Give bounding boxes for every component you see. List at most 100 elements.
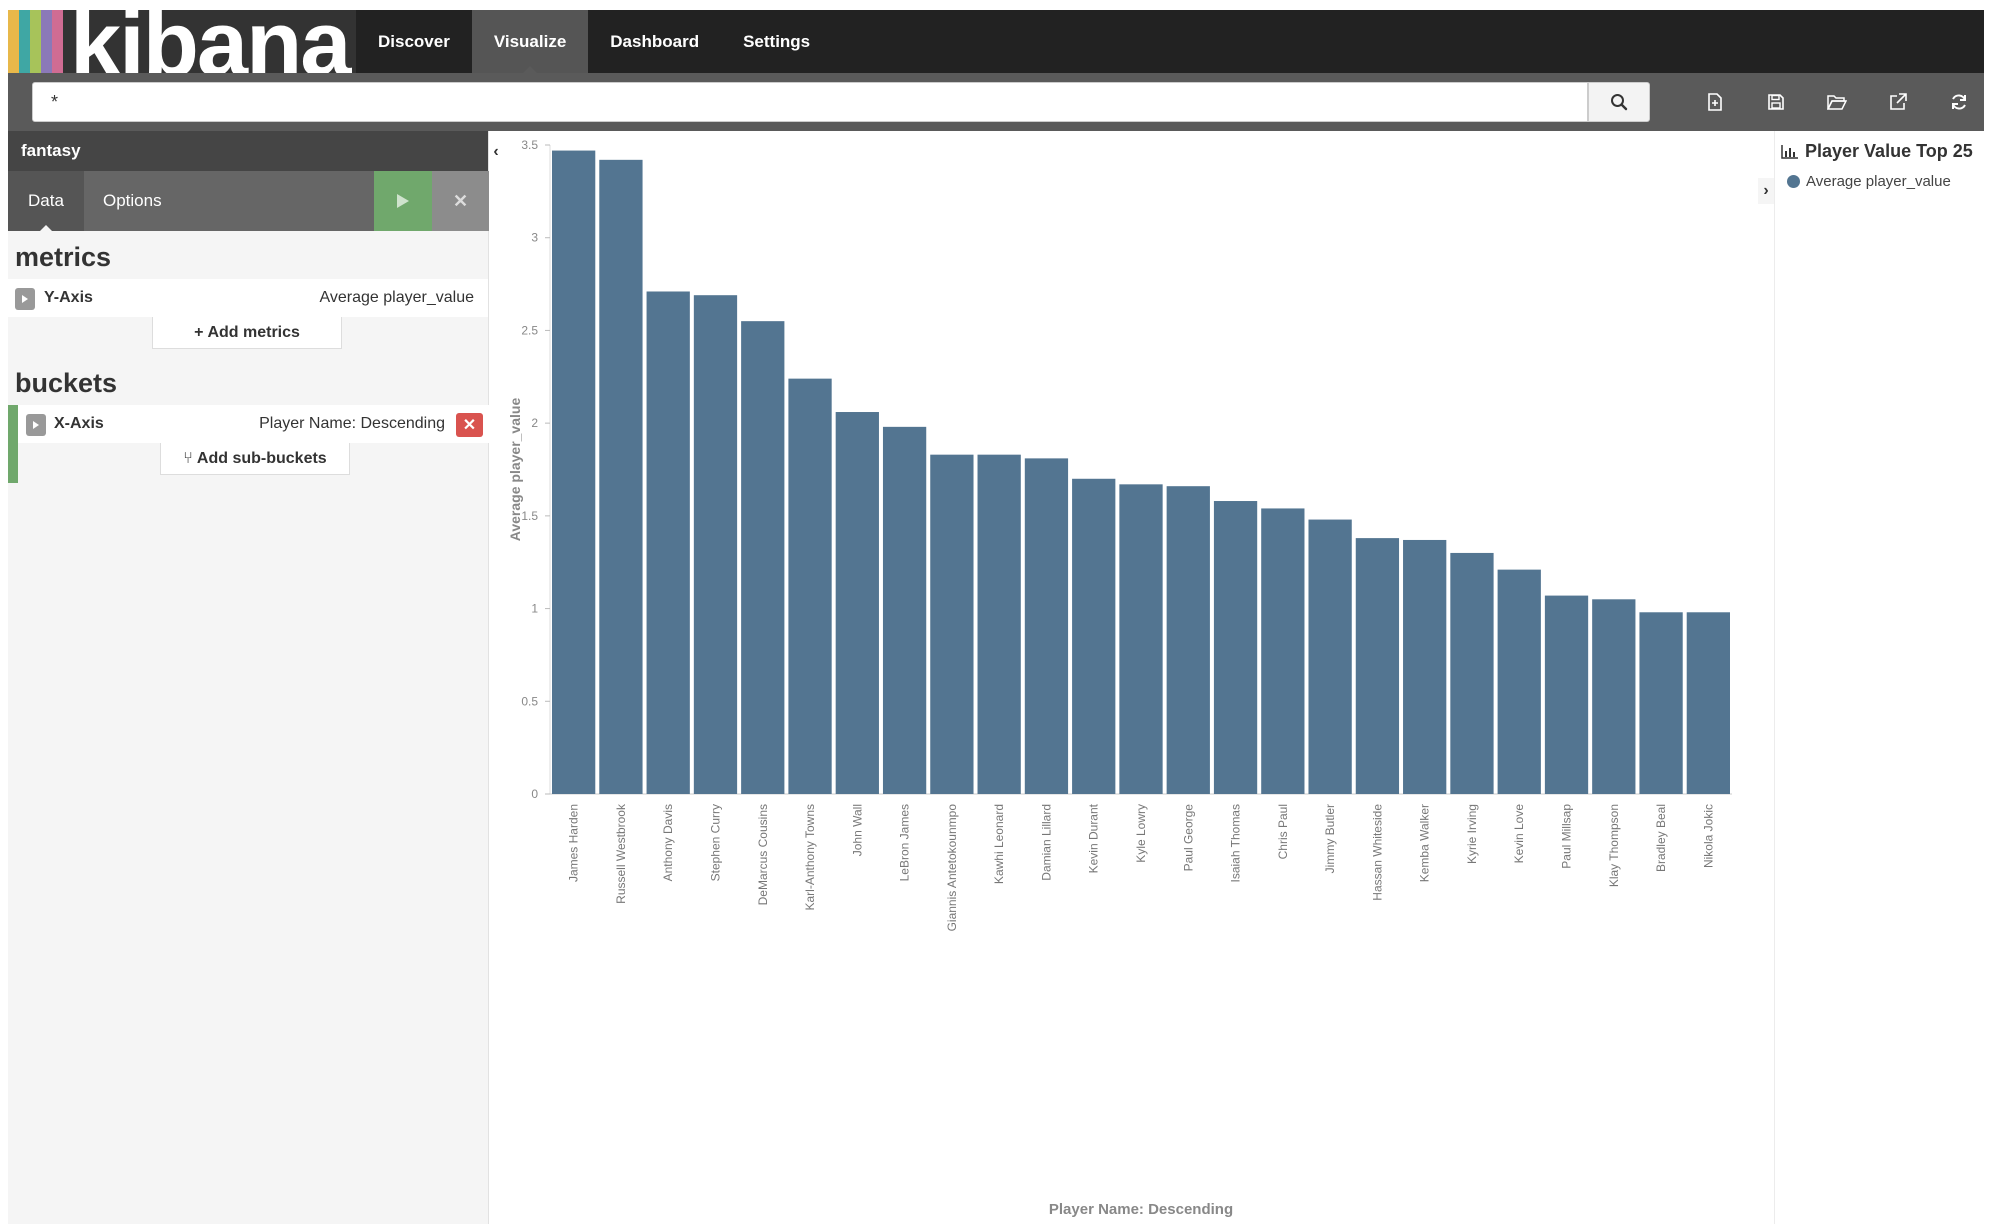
- bar[interactable]: [646, 291, 690, 794]
- bar[interactable]: [882, 426, 927, 794]
- nav-item-discover[interactable]: Discover: [378, 31, 450, 51]
- y-tick-label: 2: [531, 416, 538, 430]
- x-axis-title: Player Name: Descending: [1049, 1201, 1233, 1218]
- legend-item[interactable]: Average player_value: [1787, 173, 1951, 190]
- logo-stripe: [41, 10, 52, 73]
- bar[interactable]: [1166, 486, 1210, 794]
- x-tick-label: Damian Lillard: [1039, 804, 1053, 881]
- add-sub-buckets-label: Add sub-buckets: [196, 449, 327, 467]
- bar[interactable]: [1213, 501, 1258, 794]
- bar[interactable]: [1072, 478, 1116, 794]
- share-visualization-button[interactable]: [1867, 85, 1928, 119]
- logo-stripe: [19, 10, 30, 73]
- discard-changes-button[interactable]: ✕: [432, 171, 489, 231]
- new-document-icon: [1707, 93, 1722, 111]
- bar[interactable]: [788, 378, 832, 794]
- expand-bucket-toggle[interactable]: [26, 414, 46, 436]
- x-tick-label: DeMarcus Cousins: [756, 804, 770, 905]
- logo-stripe: [8, 10, 19, 73]
- bucket-label: X-Axis: [54, 415, 104, 432]
- bar[interactable]: [1024, 458, 1069, 794]
- bar[interactable]: [1308, 519, 1352, 794]
- index-pattern-title: fantasy: [8, 131, 488, 171]
- x-tick-label: Kawhi Leonard: [992, 804, 1006, 884]
- bar[interactable]: [1119, 484, 1163, 794]
- top-navbar: kibana Discover Visualize Dashboard Setting…: [8, 10, 1984, 73]
- x-tick-label: Anthony Davis: [661, 804, 675, 881]
- legend-toggle[interactable]: ›: [1758, 178, 1774, 204]
- bar[interactable]: [741, 321, 785, 794]
- close-icon: ✕: [462, 417, 477, 434]
- main-nav: Discover Visualize Dashboard Settings: [356, 10, 832, 73]
- bucket-description: Player Name: Descending: [259, 415, 445, 432]
- bar[interactable]: [977, 454, 1021, 794]
- refresh-icon: [1951, 94, 1966, 110]
- legend-title-text: Player Value Top 25: [1805, 141, 1973, 161]
- bar[interactable]: [1497, 569, 1541, 794]
- load-visualization-button[interactable]: [1806, 85, 1867, 119]
- x-tick-label: Kemba Walker: [1418, 804, 1432, 882]
- new-visualization-button[interactable]: [1684, 85, 1745, 119]
- y-tick-label: 1.5: [521, 509, 538, 523]
- x-tick-label: Bradley Beal: [1654, 804, 1668, 872]
- bar[interactable]: [1544, 595, 1589, 794]
- x-tick-label: Kyle Lowry: [1134, 804, 1148, 863]
- bar[interactable]: [599, 159, 643, 794]
- x-tick-label: James Harden: [567, 804, 581, 882]
- bar-chart: 0 0.5 1 1.5 2 2.5 3 3.5 James Harden Russell West…: [507, 138, 1732, 1218]
- apply-changes-button[interactable]: [374, 171, 432, 231]
- bar[interactable]: [930, 454, 974, 794]
- bar[interactable]: [552, 150, 596, 794]
- legend-color-dot: [1787, 175, 1800, 188]
- y-tick-label: 3: [531, 231, 538, 245]
- metric-description: Average player_value: [319, 289, 474, 306]
- add-sub-buckets-button[interactable]: ⑂ Add sub-buckets: [160, 443, 350, 475]
- metric-y-axis-row[interactable]: Y-Axis Average player_value: [8, 279, 488, 317]
- bar[interactable]: [835, 412, 879, 794]
- share-icon: [1889, 93, 1907, 110]
- add-metrics-label: Add metrics: [207, 323, 300, 341]
- bar[interactable]: [1261, 508, 1305, 794]
- bar[interactable]: [1355, 538, 1400, 794]
- collapse-sidebar-toggle[interactable]: ‹: [489, 140, 503, 164]
- kibana-logo[interactable]: kibana: [8, 10, 356, 73]
- search-button[interactable]: [1588, 82, 1650, 122]
- metric-label: Y-Axis: [44, 289, 93, 306]
- tab-options[interactable]: Options: [103, 191, 162, 210]
- search-icon: [1611, 94, 1628, 111]
- logo-stripes: [8, 10, 63, 73]
- logo-text: kibana: [70, 10, 351, 73]
- save-visualization-button[interactable]: [1745, 85, 1806, 119]
- editor-sidebar: fantasy Data Options ✕ metrics Y-Axis Av…: [8, 131, 489, 1224]
- nav-item-settings[interactable]: Settings: [743, 31, 811, 51]
- search-input[interactable]: *: [32, 82, 1588, 122]
- x-tick-label: Kevin Durant: [1087, 803, 1101, 873]
- x-tick-label: Stephen Curry: [708, 804, 722, 881]
- nav-item-visualize[interactable]: Visualize: [471, 10, 589, 73]
- bucket-x-axis-row[interactable]: X-Axis Player Name: Descending ✕: [18, 405, 489, 443]
- tab-data[interactable]: Data: [8, 171, 84, 231]
- logo-stripe: [52, 10, 63, 73]
- bar[interactable]: [693, 295, 738, 794]
- y-tick-label: 0.5: [521, 694, 538, 708]
- chevron-right-icon: ›: [1763, 182, 1769, 199]
- remove-bucket-button[interactable]: ✕: [456, 413, 483, 437]
- chevron-left-icon: ‹: [493, 143, 499, 160]
- nav-item-dashboard[interactable]: Dashboard: [610, 31, 700, 51]
- y-tick-label: 1: [531, 602, 538, 616]
- bar[interactable]: [1592, 599, 1636, 794]
- bar[interactable]: [1403, 539, 1447, 794]
- refresh-button[interactable]: [1928, 85, 1989, 119]
- expand-metric-toggle[interactable]: [15, 288, 35, 310]
- add-metrics-button[interactable]: + Add metrics: [152, 317, 342, 349]
- x-tick-label: Karl-Anthony Towns: [803, 804, 817, 911]
- y-tick-label: 2.5: [521, 323, 538, 337]
- legend-panel: Player Value Top 25 Average player_value: [1774, 131, 1984, 1224]
- bar[interactable]: [1686, 612, 1730, 794]
- bar[interactable]: [1639, 612, 1683, 794]
- legend-item-label: Average player_value: [1806, 173, 1951, 190]
- x-tick-label: Paul George: [1181, 804, 1195, 872]
- sidebar-tabs: Data Options ✕: [8, 171, 489, 231]
- bar[interactable]: [1450, 552, 1494, 794]
- save-icon: [1767, 94, 1784, 110]
